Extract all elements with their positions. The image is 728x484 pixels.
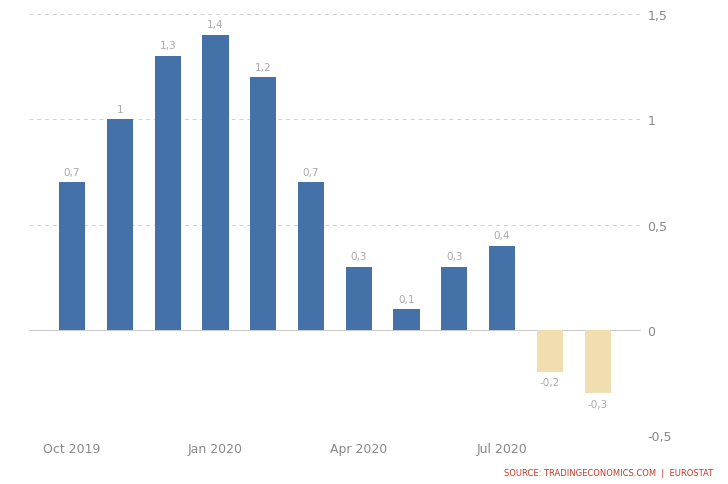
Bar bbox=[202, 36, 229, 331]
Bar bbox=[393, 309, 419, 331]
Text: -0,2: -0,2 bbox=[539, 378, 560, 388]
Bar bbox=[107, 120, 133, 331]
Bar bbox=[346, 267, 372, 331]
Bar bbox=[59, 183, 85, 331]
Text: 0,7: 0,7 bbox=[303, 168, 320, 178]
Bar bbox=[298, 183, 324, 331]
Text: 1: 1 bbox=[116, 105, 123, 115]
Bar bbox=[250, 78, 277, 331]
Bar bbox=[441, 267, 467, 331]
Bar bbox=[537, 331, 563, 373]
Bar bbox=[585, 331, 611, 393]
Text: 0,3: 0,3 bbox=[350, 252, 367, 262]
Text: 0,7: 0,7 bbox=[64, 168, 80, 178]
Text: 0,3: 0,3 bbox=[446, 252, 462, 262]
Text: 1,3: 1,3 bbox=[159, 42, 176, 51]
Text: SOURCE: TRADINGECONOMICS.COM  |  EUROSTAT: SOURCE: TRADINGECONOMICS.COM | EUROSTAT bbox=[505, 468, 713, 477]
Text: 0,4: 0,4 bbox=[494, 231, 510, 241]
Bar bbox=[154, 57, 181, 331]
Text: -0,3: -0,3 bbox=[587, 399, 608, 408]
Text: 1,4: 1,4 bbox=[207, 20, 223, 30]
Text: 1,2: 1,2 bbox=[255, 62, 272, 73]
Bar bbox=[489, 246, 515, 331]
Text: 0,1: 0,1 bbox=[398, 294, 415, 304]
